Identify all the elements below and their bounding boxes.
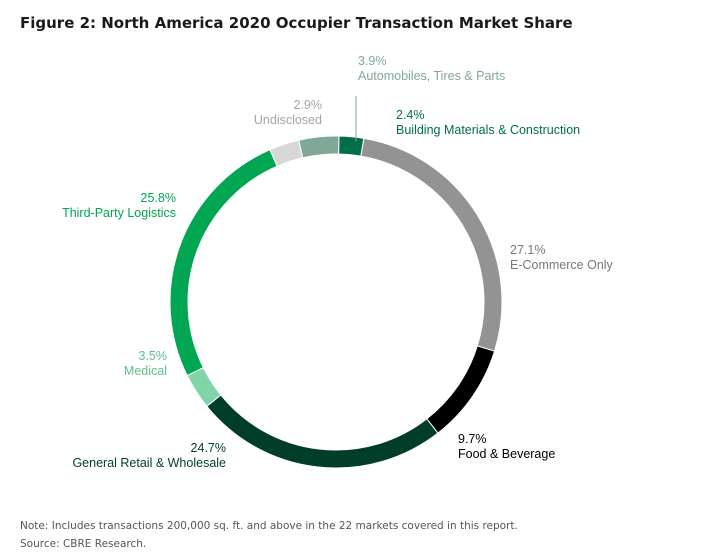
slice-food-beverage (426, 345, 496, 434)
slice-building-materials-construction (338, 135, 365, 157)
value-label-medical: 3.5% (139, 349, 168, 363)
value-label-e-commerce-only: 27.1% (510, 243, 545, 257)
category-label-automobiles-tires-parts: Automobiles, Tires & Parts (358, 69, 505, 83)
chart-title: Figure 2: North America 2020 Occupier Tr… (20, 14, 573, 32)
category-label-e-commerce-only: E-Commerce Only (510, 258, 614, 272)
slice-e-commerce-only (360, 137, 503, 352)
value-label-food-beverage: 9.7% (458, 432, 487, 446)
slice-third-party-logistics (169, 149, 278, 377)
value-label-general-retail-wholesale: 24.7% (191, 441, 226, 455)
slice-labels: 3.9%Automobiles, Tires & Parts 2.4%Buildi… (62, 54, 613, 470)
value-label-automobiles-tires-parts: 3.9% (358, 54, 387, 68)
value-label-building-materials-construction: 2.4% (396, 108, 425, 122)
slice-automobiles-tires-parts (298, 135, 340, 159)
category-label-third-party-logistics: Third-Party Logistics (62, 206, 176, 220)
category-label-general-retail-wholesale: General Retail & Wholesale (72, 456, 226, 470)
source-note: Source: CBRE Research. (20, 538, 147, 550)
slice-undisclosed (269, 139, 304, 167)
value-label-third-party-logistics: 25.8% (141, 191, 176, 205)
category-label-undisclosed: Undisclosed (254, 113, 322, 127)
category-label-food-beverage: Food & Beverage (458, 447, 555, 461)
value-label-undisclosed: 2.9% (294, 98, 323, 112)
category-label-medical: Medical (124, 364, 167, 378)
donut-slices (169, 135, 503, 469)
footnote: Note: Includes transactions 200,000 sq. … (20, 520, 518, 532)
slice-general-retail-wholesale (206, 394, 439, 469)
category-label-building-materials-construction: Building Materials & Construction (396, 123, 580, 137)
